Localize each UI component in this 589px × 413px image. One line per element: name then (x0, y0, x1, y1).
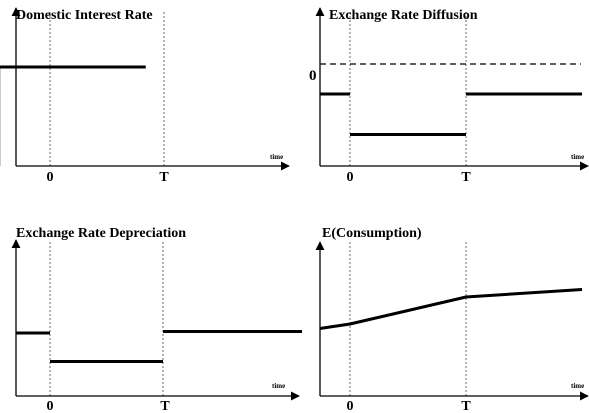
panel-exchange-rate-diffusion: Exchange Rate Diffusion time 0 T 0 (309, 7, 589, 185)
zero-label: 0 (309, 68, 317, 84)
x-tick-label-T: T (159, 170, 169, 185)
x-axis-label: time (272, 382, 285, 390)
chart-title: E(Consumption) (322, 226, 422, 241)
chart-title: Exchange Rate Depreciation (16, 226, 186, 241)
series-marks (319, 242, 583, 396)
x-tick-label-0: 0 (347, 170, 354, 185)
series-marks (0, 12, 165, 166)
chart-title: Domestic Interest Rate (16, 8, 153, 23)
series-marks (16, 242, 302, 396)
x-tick-label-T: T (461, 170, 471, 185)
x-axis-label: time (270, 153, 283, 161)
chart-title: Exchange Rate Diffusion (329, 8, 478, 23)
panel-e-consumption: E(Consumption) time 0 T (315, 226, 589, 413)
panel-exchange-rate-depreciation: Exchange Rate Depreciation time 0 T (11, 226, 302, 413)
x-tick-label-0: 0 (47, 399, 54, 413)
x-tick-label-0: 0 (347, 399, 354, 413)
x-tick-label-0: 0 (47, 170, 54, 185)
x-axis-label: time (571, 382, 584, 390)
x-axis-label: time (571, 153, 584, 161)
x-tick-label-T: T (160, 399, 170, 413)
series-marks (319, 12, 582, 166)
panel-domestic-interest-rate: Domestic Interest Rate time 0 T (0, 7, 290, 185)
x-tick-label-T: T (461, 399, 471, 413)
series-segment-0 (319, 288, 583, 330)
